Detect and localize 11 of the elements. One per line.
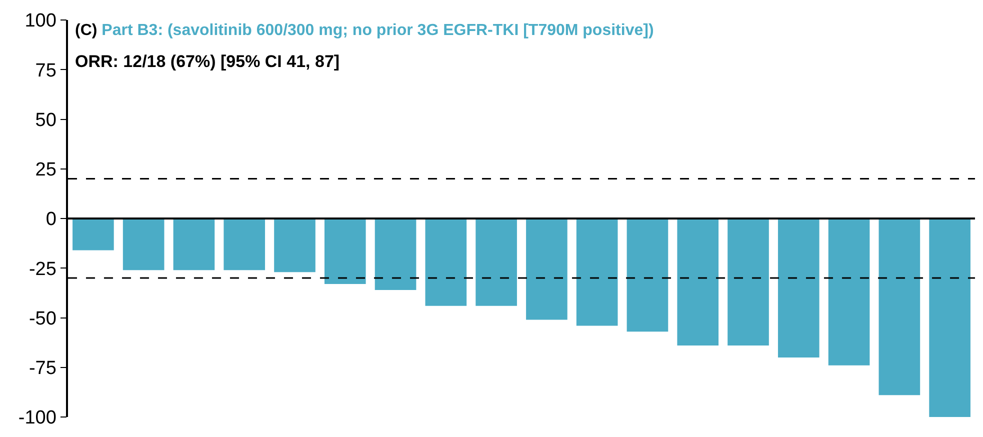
chart-title: (C) Part B3: (savolitinib 600/300 mg; no prior 3G EGFR-TKI [T790M positive]) [75,22,654,39]
y-tick-label: 75 [35,60,56,82]
y-tick-label: -100 [18,408,56,429]
y-tick-label: -75 [28,358,56,380]
y-tick-label: -50 [28,308,56,330]
y-tick-label: 25 [35,160,56,181]
text: ORR: 12/18 (67%) [95% CI 41, 87] [75,52,340,71]
y-tick-label: 50 [35,110,56,131]
y-tick-label: 100 [24,10,56,32]
y-tick-label: -25 [28,258,56,280]
y-tick-label: 0 [46,209,56,230]
